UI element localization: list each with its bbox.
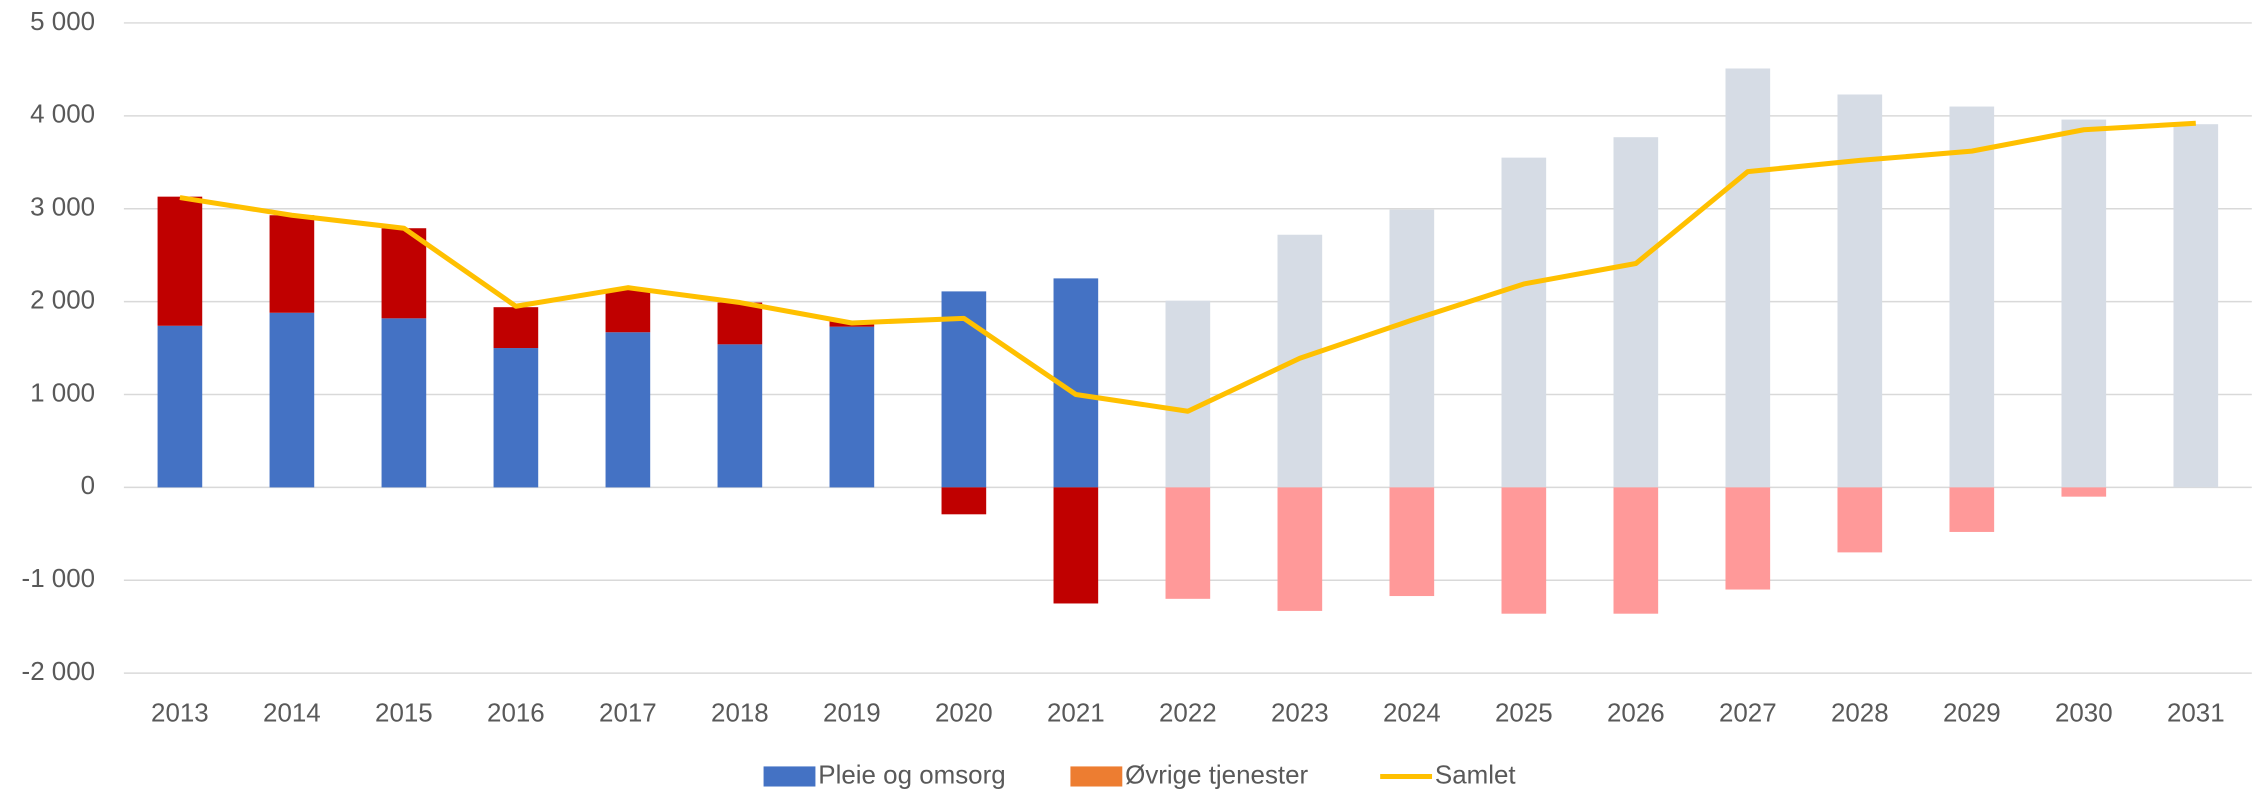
- bar: [1949, 487, 1995, 532]
- bar: [1501, 157, 1547, 488]
- x-tick-label: 2021: [1047, 700, 1105, 728]
- y-tick-label: 3 000: [30, 194, 95, 222]
- bar: [1613, 487, 1659, 614]
- bar: [1725, 487, 1771, 590]
- bar: [605, 332, 651, 488]
- bar: [605, 289, 651, 333]
- x-tick-label: 2020: [935, 700, 993, 728]
- bar: [493, 307, 539, 349]
- legend-label: Øvrige tjenester: [1125, 761, 1308, 789]
- bar: [2173, 124, 2219, 488]
- x-tick-label: 2017: [599, 700, 657, 728]
- y-tick-label: 2 000: [30, 286, 95, 314]
- x-tick-label: 2013: [151, 700, 209, 728]
- y-tick-label: -1 000: [22, 565, 96, 593]
- bar: [1053, 487, 1099, 604]
- bar: [2061, 487, 2107, 497]
- bar: [941, 291, 987, 488]
- bar: [1949, 106, 1995, 488]
- bar: [2061, 119, 2107, 488]
- bar: [1165, 487, 1211, 599]
- bar: [269, 215, 315, 313]
- bar: [1725, 68, 1771, 488]
- x-tick-label: 2024: [1383, 700, 1441, 728]
- bar: [493, 348, 539, 488]
- x-tick-label: 2018: [711, 700, 769, 728]
- legend-label: Pleie og omsorg: [818, 761, 1005, 789]
- x-tick-label: 2031: [2167, 700, 2225, 728]
- bar: [1165, 300, 1211, 488]
- bar: [269, 312, 315, 488]
- x-tick-label: 2026: [1607, 700, 1665, 728]
- x-tick-label: 2028: [1831, 700, 1889, 728]
- y-tick-label: 5 000: [30, 8, 95, 36]
- x-tick-label: 2027: [1719, 700, 1777, 728]
- x-tick-label: 2019: [823, 700, 881, 728]
- bar: [1277, 487, 1323, 611]
- bar: [941, 487, 987, 515]
- y-tick-label: -2 000: [22, 658, 96, 686]
- bar: [829, 326, 875, 488]
- legend-swatch: [763, 766, 816, 787]
- x-tick-label: 2016: [487, 700, 545, 728]
- bar: [157, 196, 203, 326]
- bar: [1389, 487, 1435, 597]
- bar: [1837, 487, 1883, 553]
- x-tick-label: 2025: [1495, 700, 1553, 728]
- bar: [717, 302, 763, 345]
- x-tick-label: 2029: [1943, 700, 2001, 728]
- y-tick-label: 1 000: [30, 379, 95, 407]
- bar: [1277, 234, 1323, 488]
- y-tick-label: 4 000: [30, 101, 95, 129]
- bar: [1613, 137, 1659, 488]
- legend-label: Samlet: [1435, 761, 1516, 789]
- line: [179, 120, 2196, 414]
- bar: [1501, 487, 1547, 614]
- bar: [381, 228, 427, 319]
- bar: [157, 325, 203, 488]
- bar: [1389, 209, 1435, 488]
- x-tick-label: 2023: [1271, 700, 1329, 728]
- y-tick-label: 0: [81, 472, 95, 500]
- bar: [381, 318, 427, 488]
- bar: [717, 344, 763, 488]
- x-tick-label: 2015: [375, 700, 433, 728]
- x-tick-label: 2014: [263, 700, 321, 728]
- x-tick-label: 2030: [2055, 700, 2113, 728]
- legend-swatch: [1070, 766, 1123, 787]
- x-tick-label: 2022: [1159, 700, 1217, 728]
- bar: [1837, 94, 1883, 488]
